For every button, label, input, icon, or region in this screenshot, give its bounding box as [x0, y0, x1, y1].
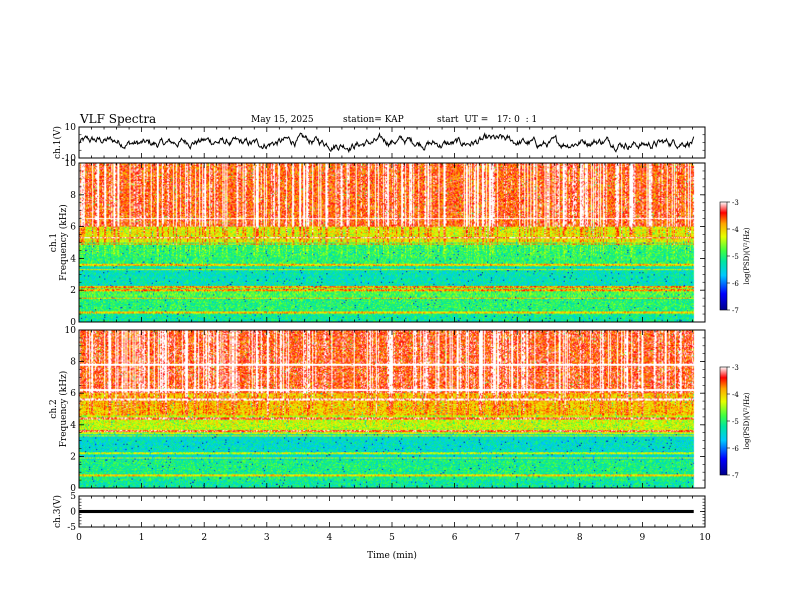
y-tick-label: -10	[62, 154, 77, 164]
y-tick-label: 10	[65, 123, 77, 133]
y-tick-label: -5	[67, 523, 76, 533]
colorbar-tick-label: -4	[732, 226, 739, 234]
y-tick-label: 2	[70, 452, 76, 462]
colorbar-tick-label: -7	[732, 472, 739, 480]
ch1-spectrogram-ylabel-channel: ch.1	[49, 233, 59, 252]
x-axis-label: Time (min)	[367, 550, 417, 561]
ch1-ylabel: ch.1(V)	[52, 126, 63, 159]
y-tick-label: 8	[70, 358, 76, 368]
ch3-trace	[79, 509, 694, 514]
colorbar-tick-label: -7	[732, 307, 739, 315]
colorbar-tick-label: -5	[732, 418, 739, 426]
x-tick-label: 6	[452, 533, 458, 543]
y-tick-label: 2	[70, 286, 76, 296]
x-tick-label: 8	[577, 533, 583, 543]
ch3-ylabel: ch.3(V)	[52, 495, 63, 528]
y-tick-label: 6	[70, 389, 76, 399]
x-tick-label: 4	[327, 533, 333, 543]
x-tick-label: 7	[514, 533, 520, 543]
y-tick-label: 10	[65, 159, 77, 169]
colorbar-label: log(PSD)(V²/Hz)	[743, 392, 751, 449]
y-tick-label: 8	[70, 191, 76, 201]
y-tick-label: 0	[70, 508, 76, 518]
chart-title: VLF Spectra	[80, 112, 157, 126]
colorbar-tick-label: -3	[732, 364, 739, 372]
colorbar-tick-label: -4	[732, 391, 739, 399]
colorbar-label: log(PSD)(V²/Hz)	[743, 227, 751, 284]
spectrogram-image-ch1	[79, 163, 705, 322]
ch1-spectrogram-colorbar	[719, 201, 728, 311]
start-time-label: start UT = 17: 0 : 1	[437, 115, 538, 125]
colorbar-tick-label: -6	[732, 445, 739, 453]
y-tick-label: 4	[70, 421, 76, 431]
ch2-spectrogram-ylabel-frequency: Frequency (kHz)	[58, 371, 69, 448]
y-tick-label: 10	[65, 326, 77, 336]
y-tick-label: 5	[70, 492, 76, 502]
spectrogram-image-ch2	[79, 330, 705, 488]
y-tick-label: 6	[70, 223, 76, 233]
date-label: May 15, 2025	[251, 115, 314, 125]
ch1-trace	[78, 132, 695, 154]
x-tick-label: 10	[699, 533, 711, 543]
y-tick-label: 0	[70, 484, 76, 494]
x-tick-label: 0	[76, 533, 82, 543]
colorbar-tick-label: -5	[732, 253, 739, 261]
ch2-spectrogram-colorbar	[719, 366, 728, 476]
x-tick-label: 1	[139, 533, 145, 543]
y-tick-label: 4	[70, 254, 76, 264]
colorbar-tick-label: -3	[732, 199, 739, 207]
x-tick-label: 9	[640, 533, 646, 543]
x-tick-label: 2	[201, 533, 207, 543]
x-tick-label: 3	[264, 533, 270, 543]
x-tick-label: 5	[389, 533, 395, 543]
y-tick-label: 0	[70, 318, 76, 328]
station-label: station= KAP	[343, 115, 404, 125]
ch2-spectrogram-ylabel-channel: ch.2	[49, 399, 59, 418]
ch1-spectrogram-ylabel-frequency: Frequency (kHz)	[58, 204, 69, 281]
colorbar-tick-label: -6	[732, 280, 739, 288]
